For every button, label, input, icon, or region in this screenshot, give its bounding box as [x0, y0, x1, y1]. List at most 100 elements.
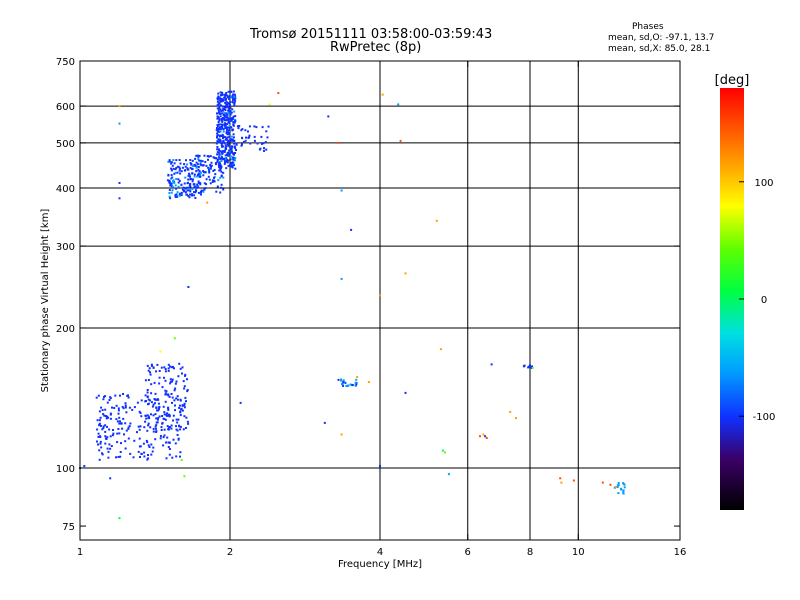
- data-point-o: [160, 426, 163, 429]
- data-point-o: [152, 366, 155, 369]
- data-point-x: [159, 350, 162, 353]
- data-point-o: [164, 392, 167, 395]
- data-point-o: [234, 99, 237, 102]
- data-point-o: [106, 436, 109, 439]
- data-point-o: [167, 369, 170, 372]
- data-point-o: [204, 161, 207, 163]
- data-point-o: [167, 441, 170, 444]
- data-point-o: [118, 122, 121, 125]
- data-point-o: [189, 183, 192, 185]
- data-point-o: [217, 109, 220, 112]
- data-point-x: [356, 375, 359, 378]
- data-point-o: [183, 415, 186, 418]
- data-point-o: [222, 140, 225, 143]
- data-point-o: [127, 426, 130, 429]
- data-point-o: [194, 164, 197, 167]
- data-point-o: [224, 93, 226, 96]
- data-point-o: [232, 90, 235, 93]
- data-point-o: [163, 428, 166, 431]
- data-point-o: [227, 143, 230, 146]
- data-point-o: [172, 167, 175, 170]
- x-tick-label: 6: [465, 547, 471, 558]
- data-point-o: [101, 453, 104, 456]
- data-point-o: [103, 395, 105, 398]
- data-point-o: [97, 394, 100, 397]
- data-point-o: [232, 156, 234, 159]
- data-point-o: [199, 182, 202, 185]
- data-point-o: [196, 175, 199, 178]
- data-point-o: [170, 169, 173, 172]
- data-point-o: [119, 394, 121, 397]
- data-point-o: [171, 176, 174, 179]
- data-point-o: [170, 162, 173, 165]
- data-point-o: [397, 103, 400, 106]
- data-point-o: [151, 450, 154, 453]
- data-point-o: [617, 484, 620, 487]
- data-point-x: [531, 367, 534, 369]
- data-point-o: [187, 174, 190, 177]
- data-point-o: [116, 420, 119, 423]
- data-point-o: [216, 185, 219, 188]
- data-point-o: [193, 173, 196, 176]
- data-point-o: [227, 112, 230, 114]
- data-point-o: [355, 378, 358, 381]
- data-point-o: [150, 363, 153, 366]
- data-point-o: [218, 96, 221, 99]
- data-point-o: [340, 378, 342, 381]
- data-point-o: [261, 126, 264, 129]
- data-point-o: [223, 162, 226, 165]
- data-point-o: [199, 161, 202, 164]
- data-points: [79, 90, 626, 520]
- data-point-o: [200, 164, 203, 167]
- data-point-o: [152, 427, 155, 430]
- data-point-o: [213, 169, 216, 171]
- data-point-o: [221, 157, 224, 160]
- data-point-o: [177, 375, 180, 378]
- data-point-o: [228, 120, 231, 123]
- data-point-o: [144, 394, 147, 397]
- data-point-o: [220, 144, 223, 147]
- data-point-o: [216, 140, 219, 143]
- data-point-o: [197, 158, 200, 161]
- data-point-o: [211, 180, 214, 183]
- data-point-o: [155, 417, 158, 420]
- data-point-o: [213, 180, 216, 183]
- data-point-o: [233, 93, 236, 96]
- data-point-o: [157, 409, 160, 412]
- x-tick-label: 16: [674, 547, 687, 558]
- data-point-o: [182, 428, 185, 431]
- data-point-o: [233, 101, 236, 104]
- data-point-o: [235, 143, 238, 146]
- data-point-o: [231, 164, 234, 167]
- data-point-o: [165, 441, 167, 444]
- data-point-o: [212, 169, 215, 172]
- data-point-o: [225, 137, 228, 140]
- data-point-o: [106, 415, 109, 418]
- data-point-o: [233, 164, 235, 167]
- data-point-o: [241, 136, 243, 139]
- data-point-o: [185, 159, 187, 162]
- data-point-o: [122, 417, 125, 420]
- data-point-o: [234, 167, 237, 170]
- data-point-o: [217, 149, 220, 152]
- data-point-o: [117, 428, 120, 430]
- data-point-o: [216, 148, 219, 151]
- data-point-o: [229, 114, 232, 116]
- data-point-o: [189, 188, 192, 191]
- data-point-o: [177, 438, 180, 441]
- data-point-o: [188, 184, 191, 187]
- data-point-o: [218, 112, 221, 115]
- data-point-o: [216, 160, 219, 163]
- data-point-o: [229, 118, 232, 120]
- data-point-o: [146, 364, 149, 367]
- data-point-o: [104, 442, 107, 445]
- data-point-o: [218, 130, 221, 133]
- data-point-o: [202, 190, 205, 193]
- data-point-o: [156, 363, 159, 366]
- colorbar-tick-label: 100: [754, 178, 773, 189]
- data-point-o: [214, 157, 217, 160]
- data-point-o: [168, 448, 171, 450]
- data-point-o: [194, 157, 197, 160]
- data-point-o: [173, 172, 176, 175]
